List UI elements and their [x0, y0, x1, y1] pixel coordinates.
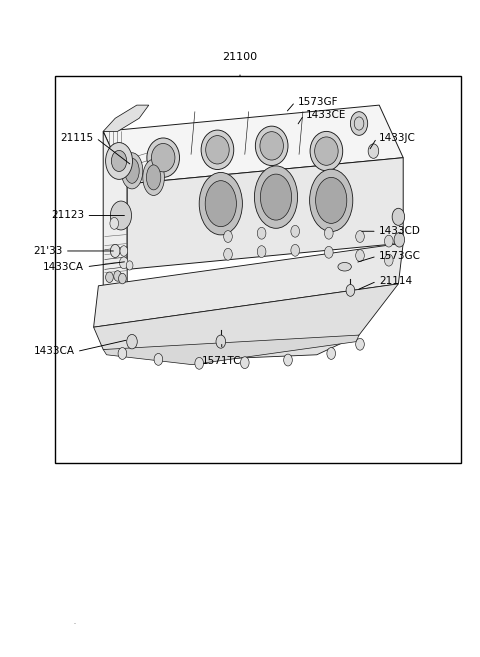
Circle shape [240, 357, 249, 369]
Circle shape [216, 335, 226, 348]
Ellipse shape [338, 262, 351, 271]
Ellipse shape [310, 170, 353, 232]
Circle shape [120, 246, 128, 256]
Text: 1433CA: 1433CA [34, 346, 74, 357]
Circle shape [324, 246, 333, 258]
Text: 21'33: 21'33 [33, 246, 62, 256]
Bar [55, 76, 461, 463]
Circle shape [224, 231, 232, 242]
Circle shape [224, 248, 232, 260]
Circle shape [394, 233, 405, 247]
Ellipse shape [125, 158, 139, 183]
Circle shape [356, 250, 364, 261]
Circle shape [350, 112, 368, 135]
Circle shape [392, 208, 405, 225]
Circle shape [106, 143, 132, 179]
Circle shape [114, 271, 121, 281]
Circle shape [356, 338, 364, 350]
Circle shape [291, 244, 300, 256]
Text: 1433CD: 1433CD [379, 226, 421, 237]
Circle shape [127, 334, 137, 349]
Text: 21100: 21100 [222, 53, 258, 62]
Text: 21114: 21114 [379, 276, 412, 286]
Text: .: . [72, 614, 76, 627]
Circle shape [324, 227, 333, 239]
Text: 1573GF: 1573GF [298, 97, 338, 107]
Circle shape [120, 257, 128, 269]
Polygon shape [127, 158, 403, 269]
Circle shape [126, 261, 133, 270]
Polygon shape [103, 131, 127, 289]
Ellipse shape [146, 165, 161, 190]
Ellipse shape [315, 137, 338, 166]
Ellipse shape [205, 181, 236, 227]
Circle shape [111, 150, 127, 171]
Circle shape [257, 246, 266, 258]
Ellipse shape [152, 143, 175, 172]
Circle shape [257, 227, 266, 239]
Ellipse shape [310, 131, 343, 171]
Text: 21115: 21115 [60, 133, 94, 143]
Ellipse shape [143, 160, 164, 196]
Circle shape [368, 144, 379, 158]
Text: 1433CA: 1433CA [43, 261, 84, 272]
Circle shape [346, 284, 355, 296]
Ellipse shape [260, 174, 292, 220]
Circle shape [327, 348, 336, 359]
Ellipse shape [147, 138, 180, 177]
Circle shape [118, 348, 127, 359]
Circle shape [119, 273, 126, 284]
Ellipse shape [121, 153, 143, 189]
Circle shape [384, 254, 393, 266]
Circle shape [110, 201, 132, 230]
Polygon shape [103, 105, 403, 184]
Circle shape [356, 231, 364, 242]
Ellipse shape [260, 131, 283, 160]
Polygon shape [94, 284, 398, 360]
Circle shape [106, 272, 113, 283]
Circle shape [291, 225, 300, 237]
Ellipse shape [254, 166, 298, 229]
Text: 1571TC: 1571TC [202, 356, 241, 366]
Circle shape [154, 353, 163, 365]
Circle shape [195, 357, 204, 369]
Ellipse shape [201, 130, 234, 170]
Circle shape [384, 235, 393, 247]
Text: 1433CE: 1433CE [306, 110, 347, 120]
Polygon shape [103, 105, 149, 131]
Circle shape [110, 217, 119, 229]
Text: 1433JC: 1433JC [379, 133, 416, 143]
Ellipse shape [199, 173, 242, 235]
Ellipse shape [255, 126, 288, 166]
Polygon shape [103, 335, 359, 365]
Circle shape [110, 244, 120, 258]
Ellipse shape [206, 135, 229, 164]
Circle shape [284, 354, 292, 366]
Text: 1573GC: 1573GC [379, 251, 421, 261]
Polygon shape [94, 243, 403, 327]
Ellipse shape [316, 177, 347, 223]
Text: 21123: 21123 [51, 210, 84, 221]
